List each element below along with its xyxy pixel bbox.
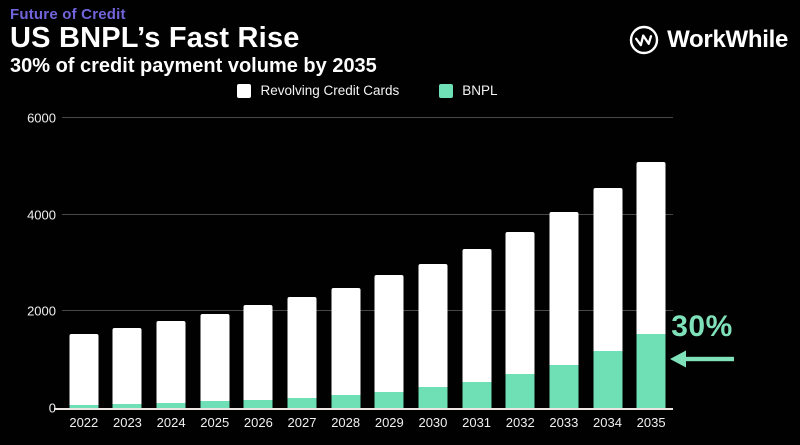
bar-total-2026 [243,305,273,408]
x-axis-tick-label: 2032 [505,415,535,430]
y-axis-tick-label: 2000 [27,303,56,319]
y-axis-tick-label: 6000 [27,110,56,126]
bar-total-2028 [331,288,361,408]
x-axis-tick-label: 2026 [243,415,273,430]
legend-label: BNPL [462,83,498,98]
legend-swatch-icon [237,83,252,98]
bar-bnpl-segment-2023 [112,403,142,408]
page-subtitle: 30% of credit payment volume by 2035 [10,55,377,77]
bar-bnpl-segment-2026 [243,399,273,408]
x-axis-tick-label: 2027 [287,415,317,430]
bars-layer: 2022 2023 2024 2025 2026 2027 2028 2029 2030 2031… [62,118,673,430]
workwhile-logo-icon [629,25,659,55]
eyebrow-label: Future of Credit [10,6,126,23]
bar-slot-2035: 2035 [629,118,673,430]
bar-total-2034 [593,188,622,408]
page-title: US BNPL’s Fast Rise [10,22,300,54]
legend-label: Revolving Credit Cards [260,83,400,98]
bar-bnpl-segment-2032 [505,374,535,408]
y-axis-tick-label: 0 [48,400,56,416]
annotation-label: 30% [671,310,733,343]
x-axis-tick-label: 2029 [374,415,404,430]
bar-bnpl-segment-2033 [549,364,579,408]
bar-slot-2023: 2023 [106,118,150,430]
bar-total-2030 [418,263,448,408]
bar-bnpl-segment-2031 [462,382,492,408]
bar-slot-2026: 2026 [237,118,281,430]
bar-bnpl-segment-2027 [287,397,317,408]
x-axis-tick-label: 2035 [636,415,666,430]
bar-slot-2033: 2033 [542,118,586,430]
bar-bnpl-segment-2028 [331,395,361,408]
bar-bnpl-segment-2024 [156,402,186,408]
legend-swatch-icon [439,83,454,98]
y-axis-tick-label: 4000 [27,207,56,223]
x-axis-tick-label: 2031 [462,415,492,430]
bar-slot-2029: 2029 [367,118,411,430]
bar-total-2027 [287,296,317,408]
left-arrow-icon [670,350,734,368]
bar-total-2025 [200,313,230,408]
x-axis-tick-label: 2025 [200,415,230,430]
bar-slot-2032: 2032 [498,118,542,430]
bar-bnpl-segment-2022 [69,405,99,408]
x-axis-tick-label: 2028 [331,415,361,430]
bar-slot-2024: 2024 [149,118,193,430]
x-axis-line [54,408,673,410]
x-axis-tick-label: 2022 [69,415,99,430]
bar-total-2032 [505,231,535,408]
x-axis-tick-label: 2034 [593,415,622,430]
bar-total-2024 [156,321,186,408]
bar-total-2031 [462,248,492,408]
bar-slot-2030: 2030 [411,118,455,430]
bar-slot-2028: 2028 [324,118,368,430]
x-axis-tick-label: 2024 [156,415,186,430]
x-axis-tick-label: 2030 [418,415,448,430]
bar-slot-2025: 2025 [193,118,237,430]
gridline [62,310,673,312]
x-axis-tick-label: 2033 [549,415,579,430]
annotation-30-percent: 30% [664,310,740,368]
bar-slot-2022: 2022 [62,118,106,430]
bar-bnpl-segment-2025 [200,401,230,408]
bar-bnpl-segment-2030 [418,386,448,408]
bar-bnpl-segment-2034 [593,350,622,408]
gridline [62,213,673,215]
bar-total-2023 [112,327,142,408]
gridline [62,117,673,118]
bar-total-2022 [69,334,99,408]
bar-total-2033 [549,212,579,408]
chart-legend: Revolving Credit Cards BNPL [62,83,673,98]
bar-bnpl-segment-2035 [636,334,666,408]
x-axis-tick-label: 2023 [112,415,142,430]
bar-slot-2027: 2027 [280,118,324,430]
bar-total-2029 [374,275,404,408]
bar-slot-2034: 2034 [586,118,630,430]
workwhile-logo: WorkWhile [628,24,788,56]
legend-item: Revolving Credit Cards [237,83,399,98]
bar-total-2035 [636,161,666,408]
bar-chart-plot: 0 2000 4000 6000 2022 2023 2024 2025 2026 2027 20… [27,111,673,430]
bar-bnpl-segment-2029 [374,391,404,408]
legend-item: BNPL [439,83,498,98]
bar-slot-2031: 2031 [455,118,499,430]
workwhile-logo-text: WorkWhile [667,26,788,53]
